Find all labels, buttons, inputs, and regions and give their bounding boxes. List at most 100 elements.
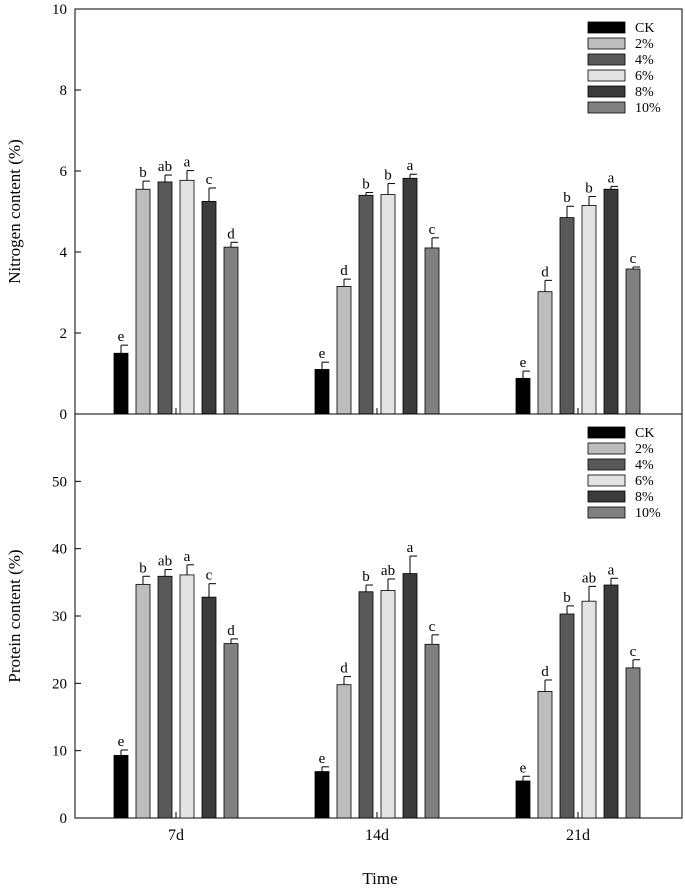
legend-label: 2% bbox=[635, 37, 654, 52]
legend-swatch bbox=[587, 69, 626, 82]
bar bbox=[581, 600, 597, 819]
significance-letter: e bbox=[118, 734, 125, 750]
significance-letter: e bbox=[319, 346, 326, 362]
legend-label: 8% bbox=[635, 490, 654, 505]
significance-letter: b bbox=[563, 190, 571, 206]
bar bbox=[223, 246, 239, 415]
protein-panel: 0 10 20 30 40 50 Protein content (%) 7d 14d 21d e e… bbox=[5, 413, 683, 844]
bar bbox=[424, 247, 440, 415]
significance-letter: c bbox=[429, 222, 436, 238]
significance-letter: b bbox=[585, 181, 593, 197]
legend-swatch bbox=[587, 21, 626, 34]
bar bbox=[603, 188, 619, 415]
significance-letter: ab bbox=[582, 570, 596, 586]
bar bbox=[314, 771, 330, 819]
bar bbox=[179, 179, 195, 415]
x-axis-label: Time bbox=[362, 869, 397, 888]
legend-swatch bbox=[587, 490, 626, 503]
bar bbox=[113, 352, 129, 415]
bar bbox=[157, 181, 173, 415]
bar bbox=[537, 291, 553, 415]
legend-swatch bbox=[587, 426, 626, 439]
legend-swatch bbox=[587, 458, 626, 471]
legend-label: 8% bbox=[635, 85, 654, 100]
bar bbox=[559, 217, 575, 415]
bar bbox=[135, 583, 151, 819]
legend-label: 4% bbox=[635, 458, 654, 473]
bar bbox=[201, 200, 217, 415]
legend-label: 10% bbox=[635, 101, 661, 116]
legend-swatch bbox=[587, 85, 626, 98]
x-tick-label: 14d bbox=[365, 827, 389, 844]
legend-swatch bbox=[587, 53, 626, 66]
bar bbox=[179, 574, 195, 819]
significance-letter: d bbox=[340, 263, 348, 279]
significance-letter: c bbox=[206, 172, 213, 188]
significance-letter: b bbox=[139, 165, 147, 181]
significance-letter: d bbox=[227, 623, 235, 639]
legend-label: 6% bbox=[635, 69, 654, 84]
x-tick-label: 21d bbox=[566, 827, 590, 844]
significance-letter: ab bbox=[158, 554, 172, 570]
bar bbox=[135, 188, 151, 415]
legend-swatch bbox=[587, 101, 626, 114]
significance-letter: c bbox=[206, 568, 213, 584]
bar bbox=[223, 643, 239, 819]
legend-label: CK bbox=[635, 21, 654, 36]
significance-letter: e bbox=[118, 329, 125, 345]
legend-swatch bbox=[587, 474, 626, 487]
legend-label: CK bbox=[635, 426, 654, 441]
bar bbox=[336, 286, 352, 415]
significance-letter: a bbox=[608, 170, 615, 186]
bar bbox=[113, 754, 129, 819]
significance-letter: e bbox=[319, 751, 326, 767]
y-axis-label: Nitrogen content (%) bbox=[5, 139, 24, 283]
y-tick-label: 20 bbox=[52, 676, 67, 692]
bar bbox=[402, 177, 418, 415]
significance-letter: e bbox=[520, 760, 527, 776]
y-tick-label: 8 bbox=[60, 83, 68, 99]
bar bbox=[358, 194, 374, 415]
bar bbox=[336, 684, 352, 819]
legend-label: 2% bbox=[635, 442, 654, 457]
significance-letter: ab bbox=[158, 159, 172, 175]
bar bbox=[380, 194, 396, 415]
bar bbox=[581, 205, 597, 415]
legend-label: 4% bbox=[635, 53, 654, 68]
significance-letter: d bbox=[227, 226, 235, 242]
bar bbox=[625, 268, 641, 415]
significance-letter: e bbox=[520, 355, 527, 371]
bar bbox=[537, 691, 553, 819]
y-tick-label: 30 bbox=[52, 609, 67, 625]
bar bbox=[314, 369, 330, 415]
significance-letter: b bbox=[362, 176, 370, 192]
significance-letter: b bbox=[384, 168, 392, 184]
bar bbox=[559, 613, 575, 819]
significance-letter: b bbox=[362, 569, 370, 585]
bar bbox=[157, 575, 173, 819]
y-tick-label: 4 bbox=[60, 245, 68, 261]
significance-letter: a bbox=[184, 155, 191, 171]
bar bbox=[625, 667, 641, 819]
significance-letter: ab bbox=[381, 563, 395, 579]
y-tick-label: 2 bbox=[60, 326, 68, 342]
y-tick-label: 6 bbox=[60, 164, 68, 180]
significance-letter: d bbox=[340, 661, 348, 677]
significance-letter: a bbox=[608, 562, 615, 578]
bar bbox=[358, 591, 374, 819]
y-axis-label: Protein content (%) bbox=[5, 549, 24, 682]
bar bbox=[424, 643, 440, 819]
significance-letter: c bbox=[429, 619, 436, 635]
significance-letter: a bbox=[184, 549, 191, 565]
significance-letter: c bbox=[630, 251, 637, 267]
bar bbox=[201, 596, 217, 819]
bar bbox=[380, 590, 396, 819]
legend-label: 6% bbox=[635, 474, 654, 489]
significance-letter: d bbox=[541, 664, 549, 680]
y-tick-label: 40 bbox=[52, 542, 67, 558]
significance-letter: a bbox=[407, 540, 414, 556]
legend-swatch bbox=[587, 506, 626, 519]
significance-letter: b bbox=[139, 560, 147, 576]
legend-swatch bbox=[587, 442, 626, 455]
